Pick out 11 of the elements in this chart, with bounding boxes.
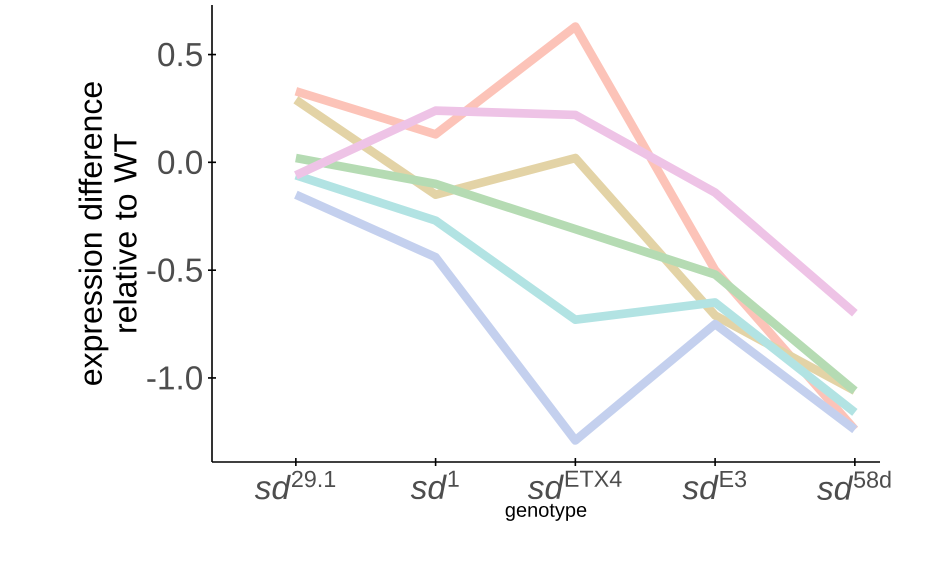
y-tick-label: -0.5: [147, 258, 202, 282]
y-tick-label: 0.5: [158, 42, 202, 66]
x-tick-label: sd$^{29.1}$: [254, 470, 336, 500]
y-tick-label: 0.0: [158, 150, 202, 174]
x-axis-title: genotype: [506, 504, 586, 521]
y-axis-title: expression difference relative to WT: [78, 82, 137, 385]
x-tick-label: sd$^{58d}$: [817, 470, 891, 500]
x-tick-label: sd$^{E3}$: [682, 470, 746, 500]
x-tick-label: sd$^{1}$: [410, 470, 459, 500]
x-tick-label: sd$^{ETX4}$: [528, 470, 622, 500]
y-tick-label: -1.0: [147, 366, 202, 390]
